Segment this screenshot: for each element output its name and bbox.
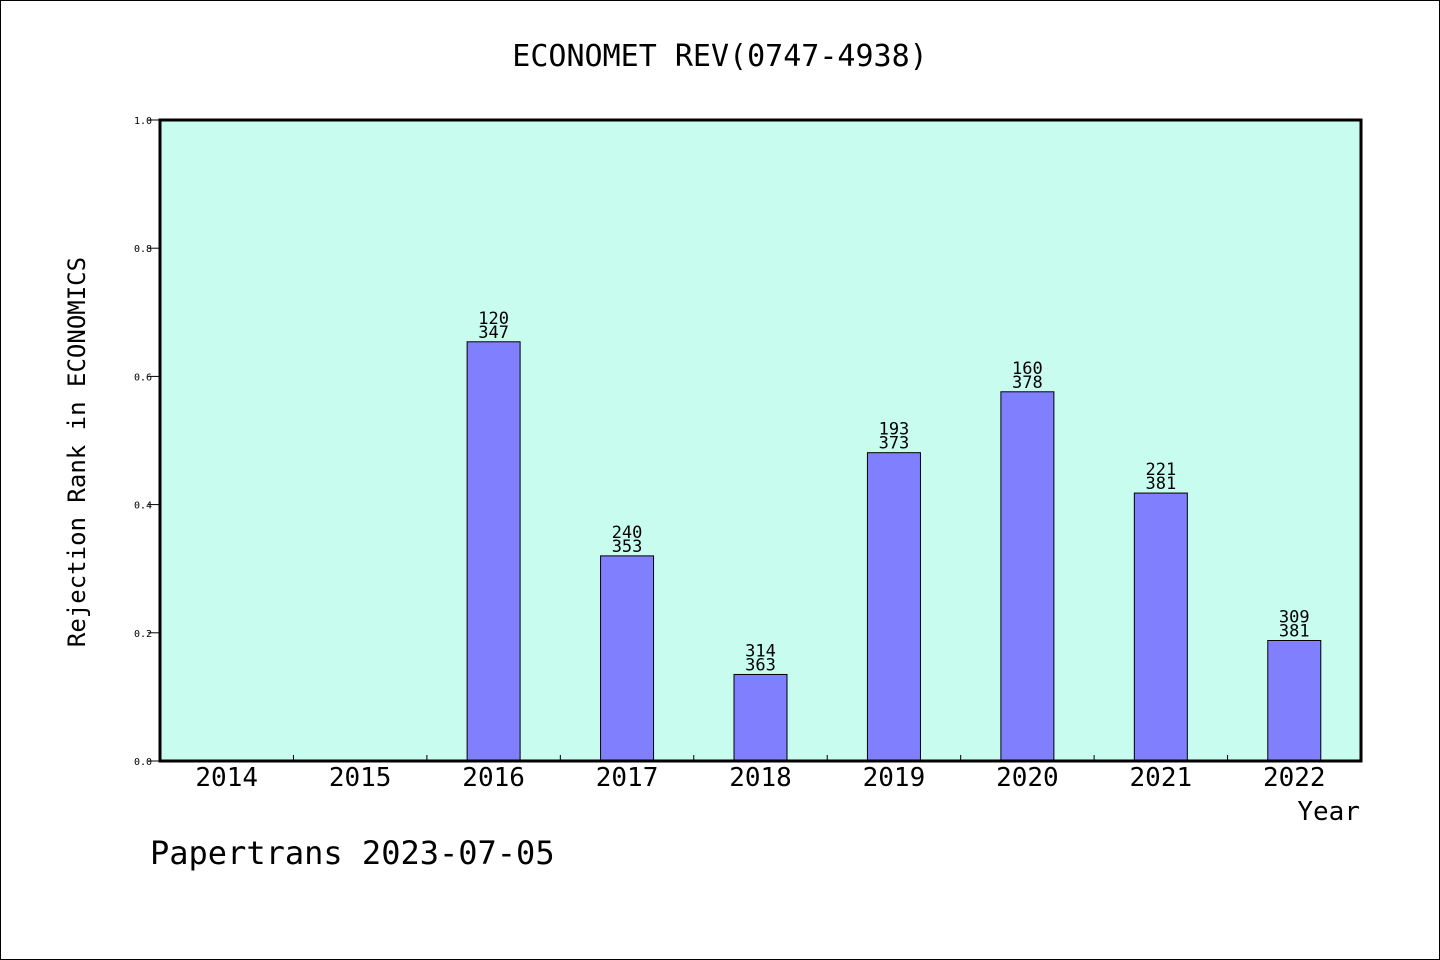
bar-label-total-2016: 347: [478, 323, 509, 343]
x-tick-label: 2017: [596, 763, 659, 793]
x-axis-label: Year: [1297, 797, 1360, 827]
bar-2020: [1000, 391, 1055, 762]
bar-label-total-2021: 381: [1145, 474, 1176, 494]
y-tick-label: 0.2: [134, 629, 152, 640]
bar-2019: [866, 452, 921, 762]
x-tick-label: 2015: [329, 763, 392, 793]
bar-label-rank-2018: 314: [745, 641, 776, 661]
bar-label-total-2019: 373: [879, 434, 910, 454]
bar-label-rank-2022: 309: [1279, 607, 1310, 627]
y-tick-label: 0.4: [134, 501, 152, 512]
x-tick-label: 2020: [996, 763, 1059, 793]
y-tick-label: 0.8: [134, 244, 152, 255]
bars-group: [466, 341, 1322, 762]
bar-label-total-2020: 378: [1012, 373, 1043, 393]
bar-label-rank-2019: 193: [879, 420, 910, 440]
chart-title: ECONOMET REV(0747-4938): [512, 39, 927, 74]
x-tick-label: 2019: [863, 763, 926, 793]
y-tick-label: 1.0: [134, 116, 152, 127]
bar-label-rank-2021: 221: [1145, 460, 1176, 480]
x-axis: 2014 2015 2016 2017 2018 2019 2020 2021 2022: [195, 755, 1326, 793]
y-axis-label: Rejection Rank in ECONOMICS: [63, 257, 91, 647]
bar-label-rank-2020: 160: [1012, 359, 1043, 379]
x-tick-label: 2021: [1130, 763, 1193, 793]
bar-label-total-2017: 353: [612, 537, 643, 557]
bar-labels-group: 3471203532403633143731933781603812213813…: [478, 309, 1309, 676]
y-tick-label: 0.0: [134, 757, 152, 768]
x-tick-label: 2014: [195, 763, 258, 793]
y-tick-label: 0.6: [134, 372, 152, 383]
bar-label-total-2022: 381: [1279, 621, 1310, 641]
bar-label-rank-2017: 240: [612, 523, 643, 543]
bar-2018: [733, 673, 788, 762]
bar-label-total-2018: 363: [745, 655, 776, 675]
watermark-text: Papertrans 2023-07-05: [150, 834, 555, 872]
plot-border: [158, 118, 1363, 763]
bar-2016: [466, 341, 521, 762]
x-tick-label: 2016: [462, 763, 525, 793]
y-axis: 0.0 0.2 0.4 0.6 0.8 1.0: [134, 116, 160, 768]
bar-2022: [1267, 639, 1322, 762]
bar-2017: [600, 555, 655, 762]
x-tick-label: 2018: [729, 763, 792, 793]
x-tick-label: 2022: [1263, 763, 1326, 793]
bar-2021: [1133, 492, 1188, 762]
bar-label-rank-2016: 120: [478, 309, 509, 329]
